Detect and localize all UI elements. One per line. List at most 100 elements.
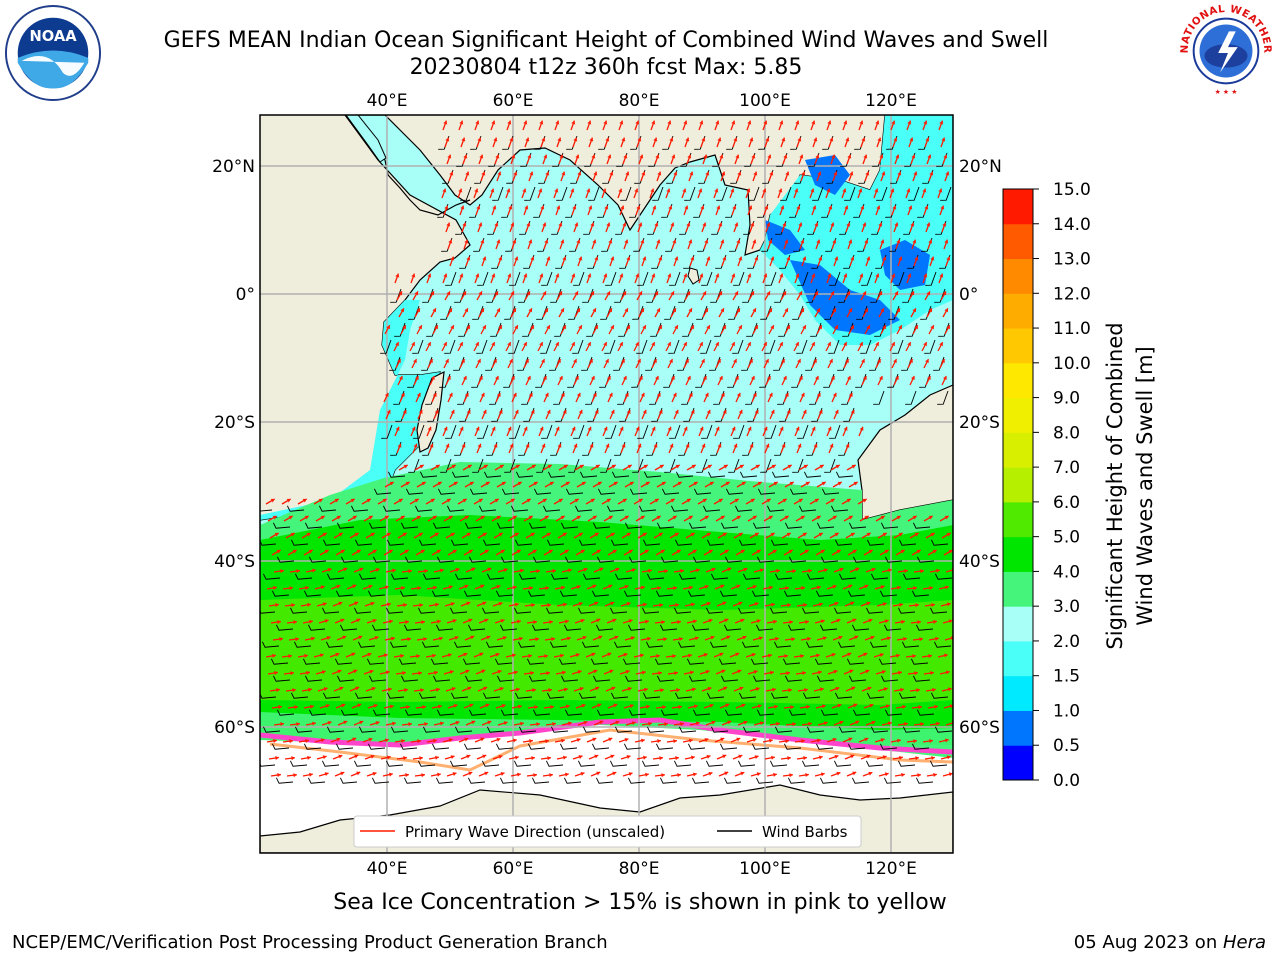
wave-direction-arrowhead <box>562 256 567 261</box>
wave-direction-arrowhead <box>466 409 471 414</box>
wave-direction-arrowhead <box>372 549 377 554</box>
wave-direction-arrowhead <box>536 722 540 727</box>
wave-direction-arrowhead <box>356 549 361 554</box>
wind-barb <box>902 726 921 733</box>
wave-direction-arrowhead <box>672 654 676 659</box>
wind-barb <box>756 709 775 716</box>
wind-barb <box>404 709 423 716</box>
wave-direction-arrowhead <box>669 137 674 142</box>
wave-direction-arrowhead <box>487 567 492 572</box>
wave-direction-arrowhead <box>906 188 911 193</box>
wind-barb <box>902 573 921 580</box>
lat-label-right-40s: 40°S <box>959 552 1000 572</box>
wind-barb <box>436 556 455 563</box>
wave-direction-arrowhead <box>433 585 437 590</box>
wave-direction-arrowhead <box>881 670 886 675</box>
wind-barb <box>742 573 761 580</box>
wave-direction-arrowhead <box>898 325 902 330</box>
wind-barb <box>334 658 353 665</box>
wind-barb <box>866 539 885 546</box>
wave-direction-arrowhead <box>946 325 950 330</box>
wave-direction-arrowhead <box>691 687 696 692</box>
wave-direction-arrowhead <box>405 773 409 778</box>
wind-barb <box>531 624 550 631</box>
wave-direction-arrowhead <box>901 772 905 777</box>
wave-direction-arrowhead <box>450 755 455 760</box>
wave-direction-arrowhead <box>478 498 483 503</box>
wave-direction-arrowhead <box>498 601 503 606</box>
wave-direction-arrowhead <box>768 653 772 658</box>
wave-direction-arrowhead <box>894 222 899 227</box>
wave-direction-arrowhead <box>525 359 529 364</box>
wave-direction-arrowhead <box>727 720 732 725</box>
wave-direction-arrowhead <box>545 586 549 591</box>
wind-barb <box>335 743 354 750</box>
wave-direction-arrowhead <box>386 602 391 607</box>
wave-direction-arrowhead <box>708 771 713 776</box>
wave-direction-arrowhead <box>656 654 660 659</box>
wave-direction-arrowhead <box>373 703 378 708</box>
wave-direction-arrowhead <box>579 686 584 691</box>
wave-direction-arrowhead <box>336 737 341 742</box>
wave-direction-arrowhead <box>304 515 309 520</box>
wave-direction-arrowhead <box>658 671 662 676</box>
wave-direction-arrowhead <box>831 154 836 159</box>
wind-barb <box>435 624 454 631</box>
wind-barb <box>290 692 309 699</box>
wave-direction-arrowhead <box>352 737 357 742</box>
wave-direction-arrowhead <box>834 325 838 330</box>
wave-direction-arrowhead <box>589 359 593 364</box>
wave-direction-arrowhead <box>590 498 595 503</box>
wind-barb <box>884 556 903 563</box>
wave-direction-arrowhead <box>639 653 644 658</box>
wave-direction-arrowhead <box>544 654 548 659</box>
wave-direction-arrowhead <box>288 515 293 520</box>
wave-direction-arrowhead <box>450 532 455 537</box>
wave-direction-arrowhead <box>460 205 465 210</box>
wave-direction-arrowhead <box>542 375 547 380</box>
wave-direction-arrowhead <box>514 409 519 414</box>
wave-direction-arrowhead <box>782 375 787 380</box>
wave-direction-arrowhead <box>498 256 503 261</box>
wind-barb <box>528 522 547 529</box>
wind-barb <box>787 777 806 784</box>
wave-direction-arrowhead <box>767 154 772 159</box>
wind-barb <box>733 424 745 439</box>
wave-direction-arrowhead <box>638 498 643 503</box>
wind-barb <box>513 760 532 767</box>
wave-direction-arrowhead <box>734 375 739 380</box>
wave-direction-arrowhead <box>272 653 276 658</box>
wind-barb <box>591 590 610 597</box>
wind-barb <box>499 777 518 784</box>
wind-barb <box>546 692 565 699</box>
wave-direction-arrowhead <box>923 342 927 347</box>
wave-direction-legend-label: Primary Wave Direction (unscaled) <box>405 823 665 841</box>
wave-direction-arrowhead <box>566 636 571 641</box>
wave-direction-arrowhead <box>674 325 678 330</box>
lon-label-top-80e: 80°E <box>619 91 660 111</box>
wave-direction-arrowhead <box>496 308 501 313</box>
wave-direction-arrowhead <box>467 464 472 469</box>
wave-direction-arrowhead <box>462 291 467 296</box>
wave-direction-arrowhead <box>756 619 761 624</box>
wave-direction-arrowhead <box>479 652 484 657</box>
wave-direction-arrowhead <box>878 291 883 296</box>
wind-barb <box>660 709 679 716</box>
wind-barb <box>860 339 872 354</box>
wave-direction-arrowhead <box>736 515 741 520</box>
wave-direction-arrowhead <box>789 773 793 778</box>
wave-direction-arrowhead <box>517 481 522 486</box>
wave-direction-arrowhead <box>310 704 314 709</box>
wave-direction-arrowhead <box>852 771 857 776</box>
wave-direction-arrowhead <box>482 409 487 414</box>
wave-direction-arrowhead <box>877 137 882 142</box>
wave-direction-arrowhead <box>398 291 403 296</box>
wave-direction-arrowhead <box>736 737 741 742</box>
wind-barb <box>276 709 295 716</box>
wave-direction-arrowhead <box>802 671 806 676</box>
wave-direction-arrowhead <box>485 481 490 486</box>
wave-direction-arrowhead <box>594 532 599 537</box>
wave-direction-arrowhead <box>923 120 928 125</box>
wave-direction-arrowhead <box>848 737 853 742</box>
wave-direction-arrowhead <box>449 670 454 675</box>
